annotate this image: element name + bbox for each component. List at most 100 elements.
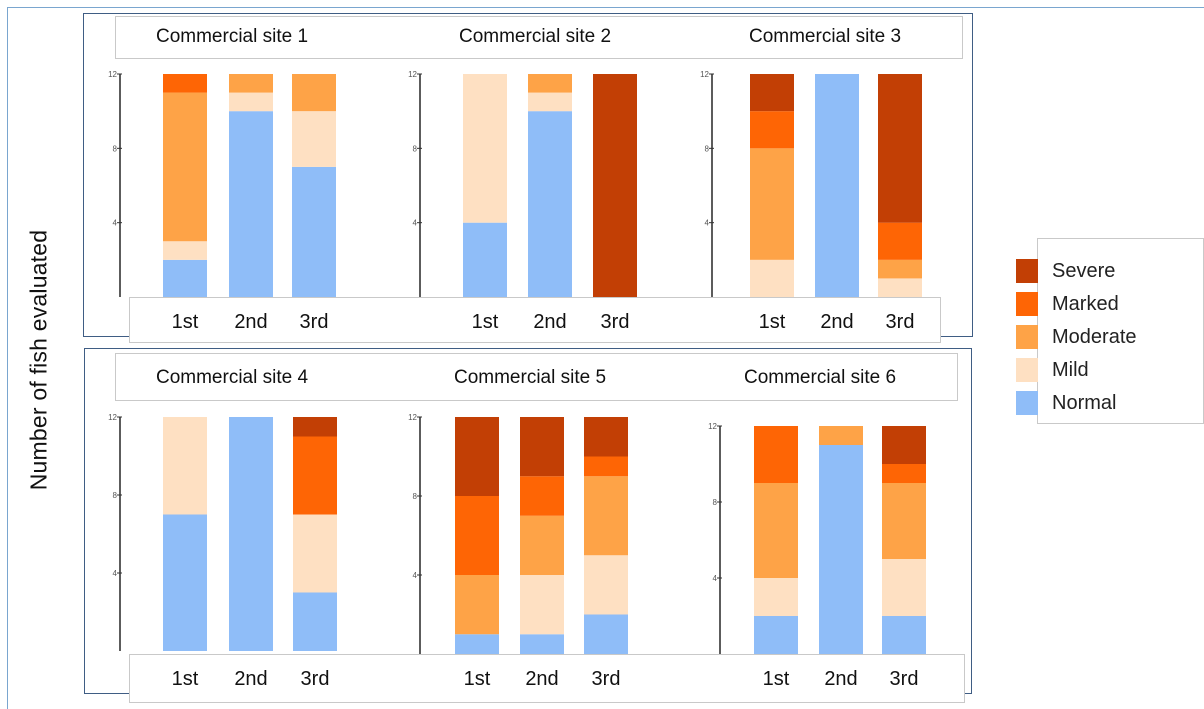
legend-item-moderate: Moderate bbox=[1016, 315, 1204, 349]
y-tick-label: 8 bbox=[113, 491, 118, 500]
bar-segment-site3-1st-moderate bbox=[750, 148, 794, 260]
bar-segment-site2-2nd-normal bbox=[528, 111, 572, 298]
y-tick-label: 8 bbox=[113, 144, 118, 153]
bar-segment-site6-1st-mild bbox=[754, 578, 798, 616]
bar-segment-site5-2nd-mild bbox=[520, 575, 564, 635]
bar-segment-site3-1st-mild bbox=[750, 259, 794, 297]
bar-segment-site1-2nd-moderate bbox=[229, 74, 273, 93]
legend-swatch-normal bbox=[1016, 391, 1038, 415]
bar-segment-site6-1st-normal bbox=[754, 616, 798, 654]
chart-site-3: 4 8 12 bbox=[700, 70, 922, 297]
bar-segment-site1-2nd-mild bbox=[229, 92, 273, 112]
bar-segment-site3-1st-marked bbox=[750, 111, 794, 149]
bar-segment-site6-3rd-mild bbox=[882, 559, 926, 616]
bar-segment-site1-1st-mild bbox=[163, 241, 207, 260]
category-label-site4-2nd: 2nd bbox=[234, 668, 268, 690]
bar-segment-site3-2nd-normal bbox=[815, 74, 859, 297]
y-tick-label: 4 bbox=[705, 219, 710, 228]
bar-segment-site3-3rd-severe bbox=[878, 74, 922, 223]
category-label-site1-1st: 1st bbox=[171, 311, 199, 333]
y-tick-label: 12 bbox=[700, 70, 709, 79]
bar-segment-site6-3rd-normal bbox=[882, 616, 926, 654]
bar-segment-site1-1st-marked bbox=[163, 74, 207, 93]
bar-segment-site6-1st-marked bbox=[754, 426, 798, 483]
bar-segment-site5-1st-severe bbox=[455, 417, 499, 496]
site-title-1: Commercial site 1 bbox=[155, 26, 309, 47]
category-box-top bbox=[129, 297, 941, 343]
bar-segment-site2-1st-mild bbox=[463, 74, 507, 223]
bar-segment-site5-3rd-mild bbox=[584, 555, 628, 615]
outer-frame bbox=[7, 7, 1204, 709]
y-tick-label: 12 bbox=[408, 413, 417, 422]
category-label-site5-2nd: 2nd bbox=[525, 668, 559, 690]
bar-segment-site2-1st-normal bbox=[463, 222, 507, 297]
legend-swatch-severe bbox=[1016, 259, 1038, 283]
site-title-3: Commercial site 3 bbox=[748, 26, 902, 47]
y-tick-label: 4 bbox=[113, 219, 118, 228]
y-tick-label: 8 bbox=[413, 144, 418, 153]
y-tick-label: 4 bbox=[413, 571, 418, 580]
category-label-site3-1st: 1st bbox=[758, 311, 786, 333]
title-box-bottom bbox=[115, 353, 958, 401]
category-label-site3-3rd: 3rd bbox=[885, 311, 915, 333]
y-tick-label: 4 bbox=[113, 569, 118, 578]
bar-segment-site5-2nd-normal bbox=[520, 634, 564, 654]
y-tick-label: 8 bbox=[413, 492, 418, 501]
y-tick-label: 8 bbox=[705, 144, 710, 153]
bar-segment-site6-2nd-moderate bbox=[819, 426, 863, 445]
category-label-site2-1st: 1st bbox=[471, 311, 499, 333]
bar-segment-site5-2nd-marked bbox=[520, 476, 564, 516]
bar-segment-site5-3rd-severe bbox=[584, 417, 628, 457]
bar-segment-site2-2nd-moderate bbox=[528, 74, 572, 93]
legend-label-moderate: Moderate bbox=[1052, 326, 1137, 348]
legend-swatch-moderate bbox=[1016, 325, 1038, 349]
site-title-4: Commercial site 4 bbox=[155, 367, 309, 388]
bar-segment-site6-3rd-marked bbox=[882, 464, 926, 483]
bar-segment-site1-2nd-normal bbox=[229, 111, 273, 298]
category-label-site4-3rd: 3rd bbox=[300, 668, 330, 690]
category-label-site6-2nd: 2nd bbox=[824, 668, 858, 690]
legend-label-mild: Mild bbox=[1052, 359, 1089, 381]
bar-segment-site5-1st-moderate bbox=[455, 575, 499, 635]
bar-segment-site6-3rd-severe bbox=[882, 426, 926, 464]
category-label-site5-3rd: 3rd bbox=[591, 668, 621, 690]
bar-segment-site3-3rd-mild bbox=[878, 278, 922, 297]
bar-segment-site4-3rd-severe bbox=[293, 417, 337, 437]
category-box-bottom bbox=[129, 654, 965, 703]
bar-segment-site3-3rd-marked bbox=[878, 222, 922, 260]
site-title-6: Commercial site 6 bbox=[743, 367, 897, 388]
y-tick-label: 12 bbox=[708, 422, 717, 431]
site-title-5: Commercial site 5 bbox=[453, 367, 607, 388]
bar-segment-site5-2nd-severe bbox=[520, 417, 564, 477]
legend-item-marked: Marked bbox=[1016, 282, 1204, 316]
category-label-site4-1st: 1st bbox=[171, 668, 199, 690]
y-tick-label: 12 bbox=[408, 70, 417, 79]
y-tick-label: 4 bbox=[413, 219, 418, 228]
bar-segment-site1-3rd-mild bbox=[292, 111, 336, 167]
bar-segment-site4-3rd-normal bbox=[293, 592, 337, 651]
site-title-2: Commercial site 2 bbox=[458, 26, 612, 47]
y-tick-label: 4 bbox=[713, 574, 718, 583]
chart-site-5: 4 8 12 bbox=[408, 413, 628, 654]
y-tick-label: 12 bbox=[108, 413, 117, 422]
bar-segment-site3-1st-severe bbox=[750, 74, 794, 112]
category-label-site2-2nd: 2nd bbox=[533, 311, 567, 333]
y-tick-label: 12 bbox=[108, 70, 117, 79]
bar-segment-site5-1st-normal bbox=[455, 634, 499, 654]
chart-site-6: 4 8 12 bbox=[708, 422, 926, 654]
bar-segment-site2-2nd-mild bbox=[528, 92, 572, 112]
bar-segment-site5-1st-marked bbox=[455, 496, 499, 575]
bar-segment-site4-1st-mild bbox=[163, 417, 207, 515]
bar-segment-site4-1st-normal bbox=[163, 514, 207, 651]
bar-segment-site1-1st-normal bbox=[163, 259, 207, 297]
bar-segment-site6-3rd-moderate bbox=[882, 483, 926, 559]
legend-item-mild: Mild bbox=[1016, 348, 1204, 382]
category-label-site5-1st: 1st bbox=[463, 668, 491, 690]
bar-segment-site5-2nd-moderate bbox=[520, 515, 564, 575]
legend-swatch-mild bbox=[1016, 358, 1038, 382]
bar-segment-site6-2nd-normal bbox=[819, 445, 863, 654]
chart-site-2: 4 8 12 bbox=[408, 70, 637, 298]
category-label-site6-1st: 1st bbox=[762, 668, 790, 690]
chart-site-4: 4 8 12 bbox=[108, 413, 337, 651]
bar-segment-site5-3rd-normal bbox=[584, 614, 628, 654]
